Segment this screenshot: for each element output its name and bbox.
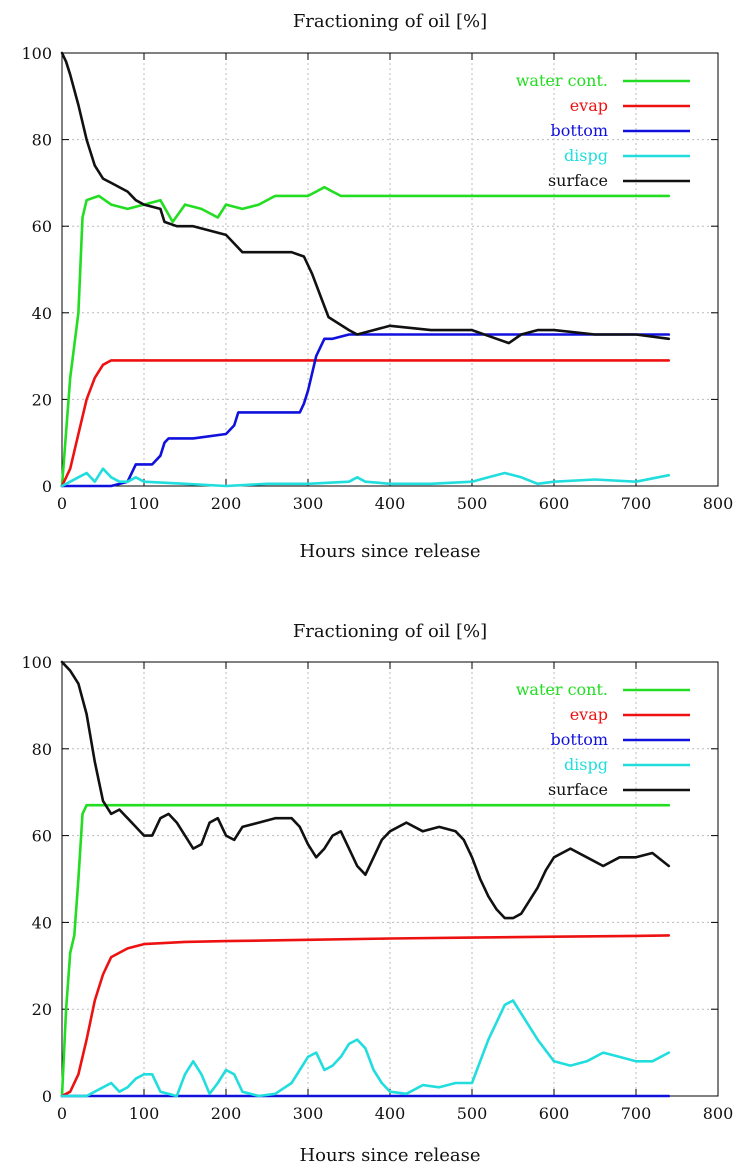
series-line-dispg [60, 467, 671, 488]
y-tick-label: 100 [21, 653, 52, 672]
x-axis-label: Hours since release [299, 1145, 480, 1166]
x-tick-label: 800 [703, 1104, 734, 1123]
x-tick-label: 400 [375, 1104, 406, 1123]
chart-title: Fractioning of oil [%] [293, 11, 487, 32]
series-line-surface [60, 660, 671, 920]
x-tick-label: 800 [703, 494, 734, 513]
y-tick-label: 20 [32, 1000, 52, 1019]
legend-label: bottom [550, 730, 608, 749]
plot-frame [61, 52, 719, 487]
legend-label: water cont. [516, 71, 608, 90]
x-tick-label: 300 [293, 1104, 324, 1123]
x-tick-label: 400 [375, 494, 406, 513]
legend-label: surface [548, 780, 608, 799]
y-tick-label: 80 [32, 131, 52, 150]
y-tick-label: 0 [42, 477, 52, 496]
x-tick-label: 300 [293, 494, 324, 513]
chart-top: Fractioning of oil [%]0 100 200 300 400 500 60… [21, 11, 734, 562]
legend-label: evap [570, 705, 608, 724]
chart-title: Fractioning of oil [%] [293, 621, 487, 642]
x-tick-label: 600 [539, 494, 570, 513]
legend-label: dispg [564, 755, 608, 774]
x-tick-label: 500 [457, 1104, 488, 1123]
series-line-evap [60, 359, 671, 488]
series-line-surface [60, 51, 671, 345]
series-line-water-cont [60, 803, 671, 1098]
y-tick-label: 80 [32, 740, 52, 759]
y-tick-label: 0 [42, 1087, 52, 1106]
series-line-evap [60, 934, 671, 1098]
x-tick-label: 0 [57, 1104, 67, 1123]
x-tick-label: 700 [621, 1104, 652, 1123]
x-tick-label: 600 [539, 1104, 570, 1123]
series-line-bottom [60, 333, 671, 488]
y-tick-label: 100 [21, 44, 52, 63]
x-tick-label: 200 [211, 1104, 242, 1123]
x-tick-label: 100 [129, 1104, 160, 1123]
x-tick-label: 700 [621, 494, 652, 513]
y-tick-label: 40 [32, 304, 52, 323]
y-tick-label: 60 [32, 827, 52, 846]
x-tick-label: 200 [211, 494, 242, 513]
legend-label: bottom [550, 121, 608, 140]
legend-label: water cont. [516, 680, 608, 699]
legend-label: evap [570, 96, 608, 115]
y-tick-label: 60 [32, 217, 52, 236]
legend-label: dispg [564, 146, 608, 165]
y-tick-label: 20 [32, 390, 52, 409]
series-line-dispg [60, 999, 671, 1098]
legend-label: surface [548, 171, 608, 190]
chart-bottom: Fractioning of oil [%]0 100 200 300 400 500 60… [21, 621, 734, 1166]
y-tick-label: 40 [32, 913, 52, 932]
x-tick-label: 500 [457, 494, 488, 513]
x-axis-label: Hours since release [299, 541, 480, 562]
x-tick-label: 0 [57, 494, 67, 513]
x-tick-label: 100 [129, 494, 160, 513]
series-line-water-cont [60, 185, 671, 488]
